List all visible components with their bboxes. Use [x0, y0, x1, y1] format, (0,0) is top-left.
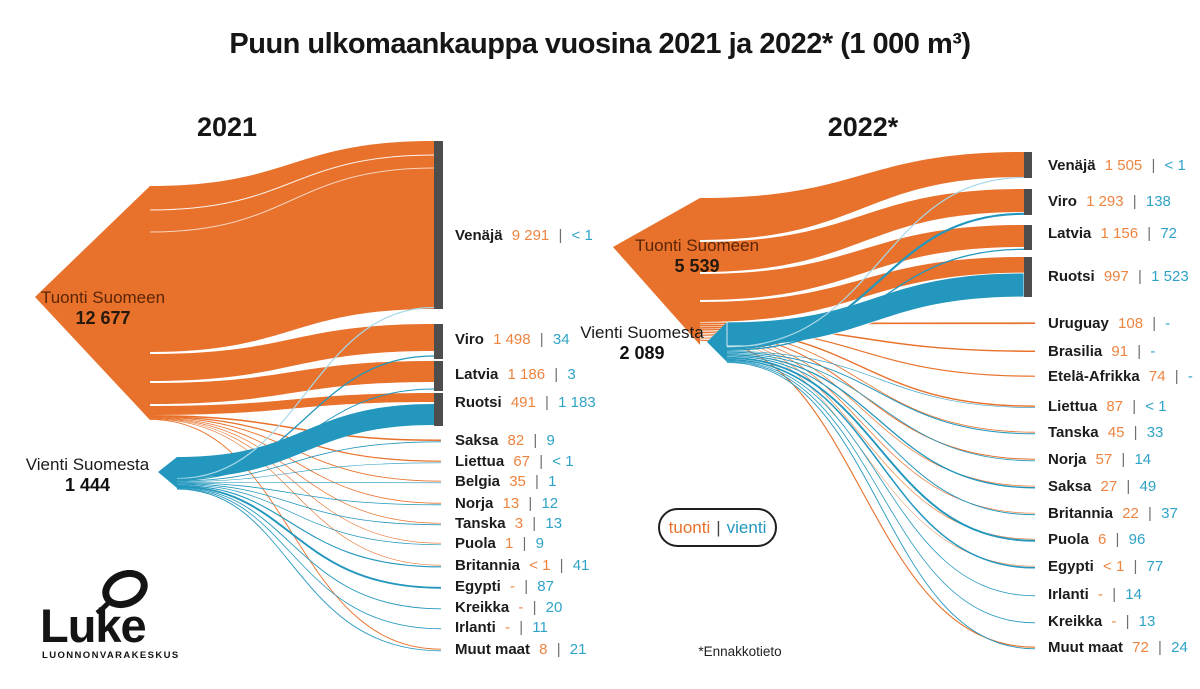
flow-2021-export-belgia — [176, 481, 442, 484]
legend-import-label: tuonti — [668, 517, 711, 537]
flow-2021-export-latvia — [176, 388, 435, 481]
flow-2022-import-latvia — [700, 225, 1024, 300]
sankey-2021 — [35, 141, 443, 652]
flow-2021-export-kreikka — [176, 487, 442, 610]
flow-2021-export-liettua — [176, 462, 442, 482]
flow-2022-export-venaja — [726, 176, 1025, 348]
bar-2021-venaja — [434, 141, 443, 309]
flow-2021-export-viro — [176, 355, 435, 481]
legend: tuonti | vienti — [658, 508, 777, 547]
sankey-2022 — [613, 152, 1036, 650]
node-2022-import-arrow — [613, 198, 700, 345]
sankey-2021-node-bars — [434, 141, 443, 426]
sankey-2022-node-bars — [1024, 152, 1032, 297]
flow-2022-export-kreikka — [726, 361, 1036, 624]
year-header-2022: 2022* — [827, 112, 899, 142]
export-node-label-2021: Vienti Suomesta 1 444 — [20, 455, 155, 495]
flow-2021-import-saksa — [149, 415, 442, 441]
sankey-2021-import-flows — [35, 141, 434, 420]
sankey-2022-export-thin-flows — [726, 176, 1036, 650]
flow-2021-import-viro — [150, 324, 434, 381]
node-2022-export-arrow — [707, 322, 727, 362]
flow-2022-export-saksa — [726, 354, 1036, 489]
bar-2021-latvia — [434, 361, 443, 391]
sankey-2022-import-flows — [613, 152, 1024, 345]
page-title: Puun ulkomaankauppa vuosina 2021 ja 2022… — [229, 28, 971, 60]
import-node-value: 12 677 — [75, 308, 131, 328]
flow-2022-export-liettua — [726, 351, 1036, 408]
flow-2022-export-irlanti — [726, 360, 1036, 597]
flow-2021-export-muut-maat — [176, 488, 442, 652]
bar-2021-ruotsi — [434, 393, 443, 426]
flow-2021-export-britannia — [176, 484, 442, 568]
flow-2021-export-puola — [176, 484, 442, 546]
flow-2021-export-ruotsi — [177, 404, 434, 478]
import-node-title: Tuonti Suomeen — [634, 236, 760, 255]
logo-subtitle: LUONNONVARAKESKUS — [42, 650, 180, 661]
export-node-value: 1 444 — [64, 475, 111, 495]
flow-2021-import-ruotsi — [150, 393, 434, 415]
flow-2021-export-tanska — [176, 483, 442, 526]
node-2021-import-arrow — [35, 186, 150, 420]
flow-2022-export-viro — [726, 212, 1025, 350]
logo-wordmark: Luke — [40, 599, 147, 652]
flow-2021-export-venaja — [176, 306, 435, 480]
bar-2022-latvia — [1024, 225, 1032, 250]
flow-2022-export-britannia — [726, 355, 1036, 516]
export-node-title: Vienti Suomesta — [25, 455, 150, 474]
flow-2022-export-egypti — [726, 358, 1036, 569]
flow-2021-import-tanska — [149, 417, 442, 524]
export-node-title: Vienti Suomesta — [580, 323, 704, 342]
flow-2022-export-norja — [726, 353, 1036, 462]
flow-2021-export-egypti — [176, 485, 442, 589]
luke-logo: Luke LUONNONVARAKESKUS — [40, 570, 190, 670]
flow-2022-export-latvia — [726, 248, 1025, 351]
flow-2021-export-norja — [176, 482, 442, 506]
bar-2021-viro — [434, 324, 443, 359]
bar-2022-viro — [1024, 189, 1032, 215]
flow-2022-export-puola — [726, 356, 1036, 542]
flow-2022-export-muut-maat — [726, 361, 1036, 650]
import-node-label-2021: Tuonti Suomeen 12 677 — [28, 288, 178, 328]
import-node-label-2022: Tuonti Suomeen 5 539 — [622, 236, 772, 276]
flow-2022-import-britannia — [699, 335, 1036, 514]
export-node-value: 2 089 — [619, 343, 665, 363]
bar-2022-venaja — [1024, 152, 1032, 178]
flow-2022-import-viro — [700, 189, 1024, 272]
flow-2021-export-saksa — [176, 441, 442, 482]
flow-2022-import-venaja — [700, 152, 1024, 240]
export-node-label-2022: Vienti Suomesta 2 089 — [572, 323, 712, 363]
leaf-icon — [95, 570, 148, 614]
footnote: *Ennakkotieto — [698, 644, 782, 659]
flow-2021-import-latvia — [150, 361, 434, 404]
sankey-2022-import-thin-flows — [699, 322, 1036, 648]
flow-2022-export-tanska — [726, 351, 1036, 435]
flow-2021-import-puola — [149, 418, 442, 544]
flow-2021-import-britannia — [149, 418, 442, 566]
flow-2021-export-irlanti — [176, 487, 442, 630]
flow-2021-import-venaja — [150, 141, 434, 352]
import-node-title: Tuonti Suomeen — [40, 288, 166, 307]
flow-2021-import-norja — [149, 417, 442, 504]
node-2021-export-arrow — [158, 457, 177, 488]
import-node-value: 5 539 — [674, 256, 720, 276]
legend-separator: | — [716, 517, 721, 537]
legend-export-label: vienti — [726, 517, 767, 537]
sankey-2021-export-thin-flows — [176, 306, 442, 652]
bar-2022-ruotsi — [1024, 257, 1032, 297]
year-header-2021: 2021 — [196, 112, 258, 142]
sankey-2021-flow-separators — [149, 154, 435, 233]
flow-2022-import-ruotsi — [700, 257, 1024, 322]
